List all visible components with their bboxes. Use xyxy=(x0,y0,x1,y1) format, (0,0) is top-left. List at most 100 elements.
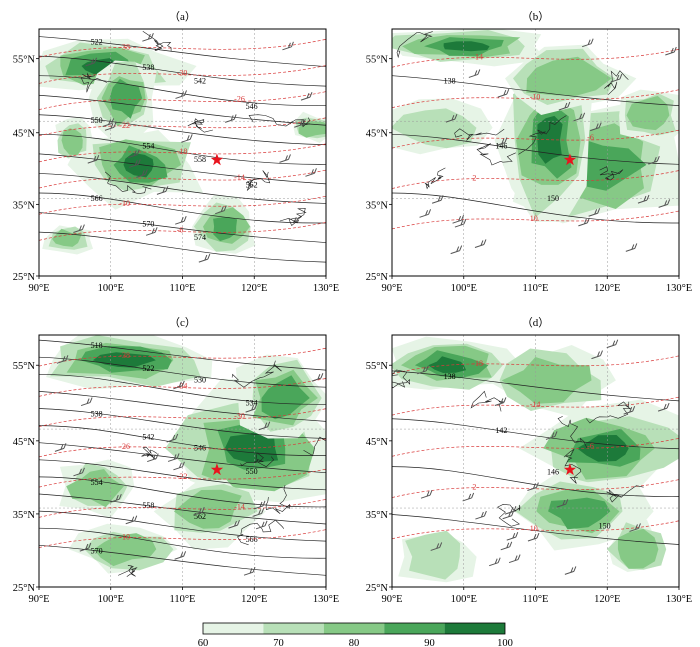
wind-barb xyxy=(508,554,521,564)
boundary-line xyxy=(557,416,588,449)
height-contour xyxy=(392,514,679,545)
wind-barb xyxy=(198,253,211,263)
wind-barb xyxy=(588,208,601,217)
temperature-contour-label: -6 xyxy=(587,133,594,142)
station-star-marker xyxy=(563,153,577,166)
temperature-contour xyxy=(392,170,679,189)
station-star-marker xyxy=(210,153,224,166)
wind-barb xyxy=(128,149,140,159)
wind-barb xyxy=(173,461,185,471)
height-contour-label: 554 xyxy=(142,141,154,150)
latitude-tick-label: 35°N xyxy=(13,510,36,521)
wind-barb xyxy=(145,227,158,236)
wind-barb xyxy=(581,38,594,48)
boundary-line xyxy=(424,167,446,190)
wind-barb xyxy=(417,365,429,375)
wind-barb xyxy=(181,134,193,143)
latitude-tick-label: 45°N xyxy=(13,437,36,448)
wind-barb xyxy=(489,557,501,567)
wind-barb xyxy=(629,523,641,532)
latitude-tick-label: 55°N xyxy=(366,361,389,372)
temperature-contour xyxy=(39,143,326,163)
temperature-contour xyxy=(392,48,679,68)
wind-barb xyxy=(623,405,636,415)
wind-barb xyxy=(73,467,85,477)
wind-barb xyxy=(610,73,623,83)
wind-barb xyxy=(294,119,306,128)
colorbar-tick-label: 80 xyxy=(349,638,360,647)
wind-barb xyxy=(305,168,317,177)
height-contour xyxy=(392,133,679,165)
longitude-tick-label: 90°E xyxy=(28,594,49,605)
height-contour-label: 558 xyxy=(142,501,154,510)
colorbar-segment xyxy=(203,623,264,634)
height-contour-label: 542 xyxy=(142,433,154,442)
boundary-line xyxy=(80,72,108,93)
temperature-contour-label: 2 xyxy=(472,174,476,183)
wind-barb xyxy=(104,122,117,131)
temperature-contour xyxy=(39,347,326,367)
temperature-contour-label: -30 xyxy=(234,412,245,421)
wind-barb xyxy=(311,372,324,382)
longitude-tick-label: 120°E xyxy=(241,283,267,294)
latitude-tick-label: 55°N xyxy=(13,55,36,66)
wind-barb xyxy=(79,542,92,552)
wind-barb xyxy=(173,380,185,390)
longitude-tick-label: 120°E xyxy=(594,594,620,605)
wind-barb xyxy=(279,154,291,163)
colorbar-tick-label: 60 xyxy=(198,638,209,647)
wind-barb xyxy=(590,122,602,132)
temperature-contour-label: -26 xyxy=(119,442,130,451)
humidity-shading xyxy=(526,56,612,96)
map-panel: 138 142 146 150 -18 -14 -6 2 10 （d） 55°N 45°N 35°N 25… xyxy=(366,316,692,605)
panel-label: （d） xyxy=(522,316,550,329)
longitude-tick-label: 110°E xyxy=(523,283,549,294)
height-contour xyxy=(39,476,326,508)
humidity-shading xyxy=(428,356,467,373)
temperature-contour-label: -18 xyxy=(177,147,188,156)
humidity-shading xyxy=(173,489,242,529)
wind-barb xyxy=(147,453,159,463)
temperature-contour xyxy=(39,195,326,215)
wind-barb xyxy=(73,224,85,234)
latitude-tick-label: 35°N xyxy=(13,200,36,211)
wind-barb xyxy=(125,515,138,525)
boundary-line xyxy=(396,31,433,59)
boundary-line xyxy=(599,166,624,181)
colorbar-segment xyxy=(384,623,445,634)
wind-barb xyxy=(558,101,571,111)
height-contour-label: 146 xyxy=(547,468,559,477)
wind-barb xyxy=(527,532,540,542)
map-content: 522 538 542 546 550 554 558 562 566 570 574 -38 -30 -… xyxy=(39,29,326,276)
wind-barb xyxy=(175,90,187,99)
height-contour xyxy=(39,442,326,474)
height-contour-label: 562 xyxy=(194,512,206,521)
height-contour-label: 570 xyxy=(142,220,154,229)
boundary-line xyxy=(187,118,213,133)
height-contour-label: 150 xyxy=(547,194,559,203)
wind-barb xyxy=(175,215,187,225)
height-contour-label: 538 xyxy=(91,410,103,419)
humidity-shading xyxy=(577,435,629,462)
wind-barb xyxy=(452,215,465,224)
station-star-marker xyxy=(210,463,224,476)
boundary-line xyxy=(104,171,152,195)
temperature-contour xyxy=(392,437,679,457)
wind-barb xyxy=(258,421,271,431)
longitude-tick-label: 120°E xyxy=(594,283,620,294)
colorbar-segment xyxy=(263,623,324,634)
temperature-contour-label: -18 xyxy=(472,359,483,368)
temperature-contour xyxy=(392,396,679,416)
height-contour-label: 566 xyxy=(91,194,103,203)
temperature-contour-label: -6 xyxy=(177,225,184,234)
height-contour-label: 530 xyxy=(194,375,206,384)
height-contour-label: 538 xyxy=(142,63,154,72)
temperature-contour-label: -14 xyxy=(530,400,541,409)
wind-barb xyxy=(625,243,638,252)
boundary-line xyxy=(118,565,138,577)
wind-barb xyxy=(102,118,115,127)
wind-barb xyxy=(56,355,69,364)
height-contour xyxy=(39,173,326,204)
humidity-shading xyxy=(537,115,563,164)
